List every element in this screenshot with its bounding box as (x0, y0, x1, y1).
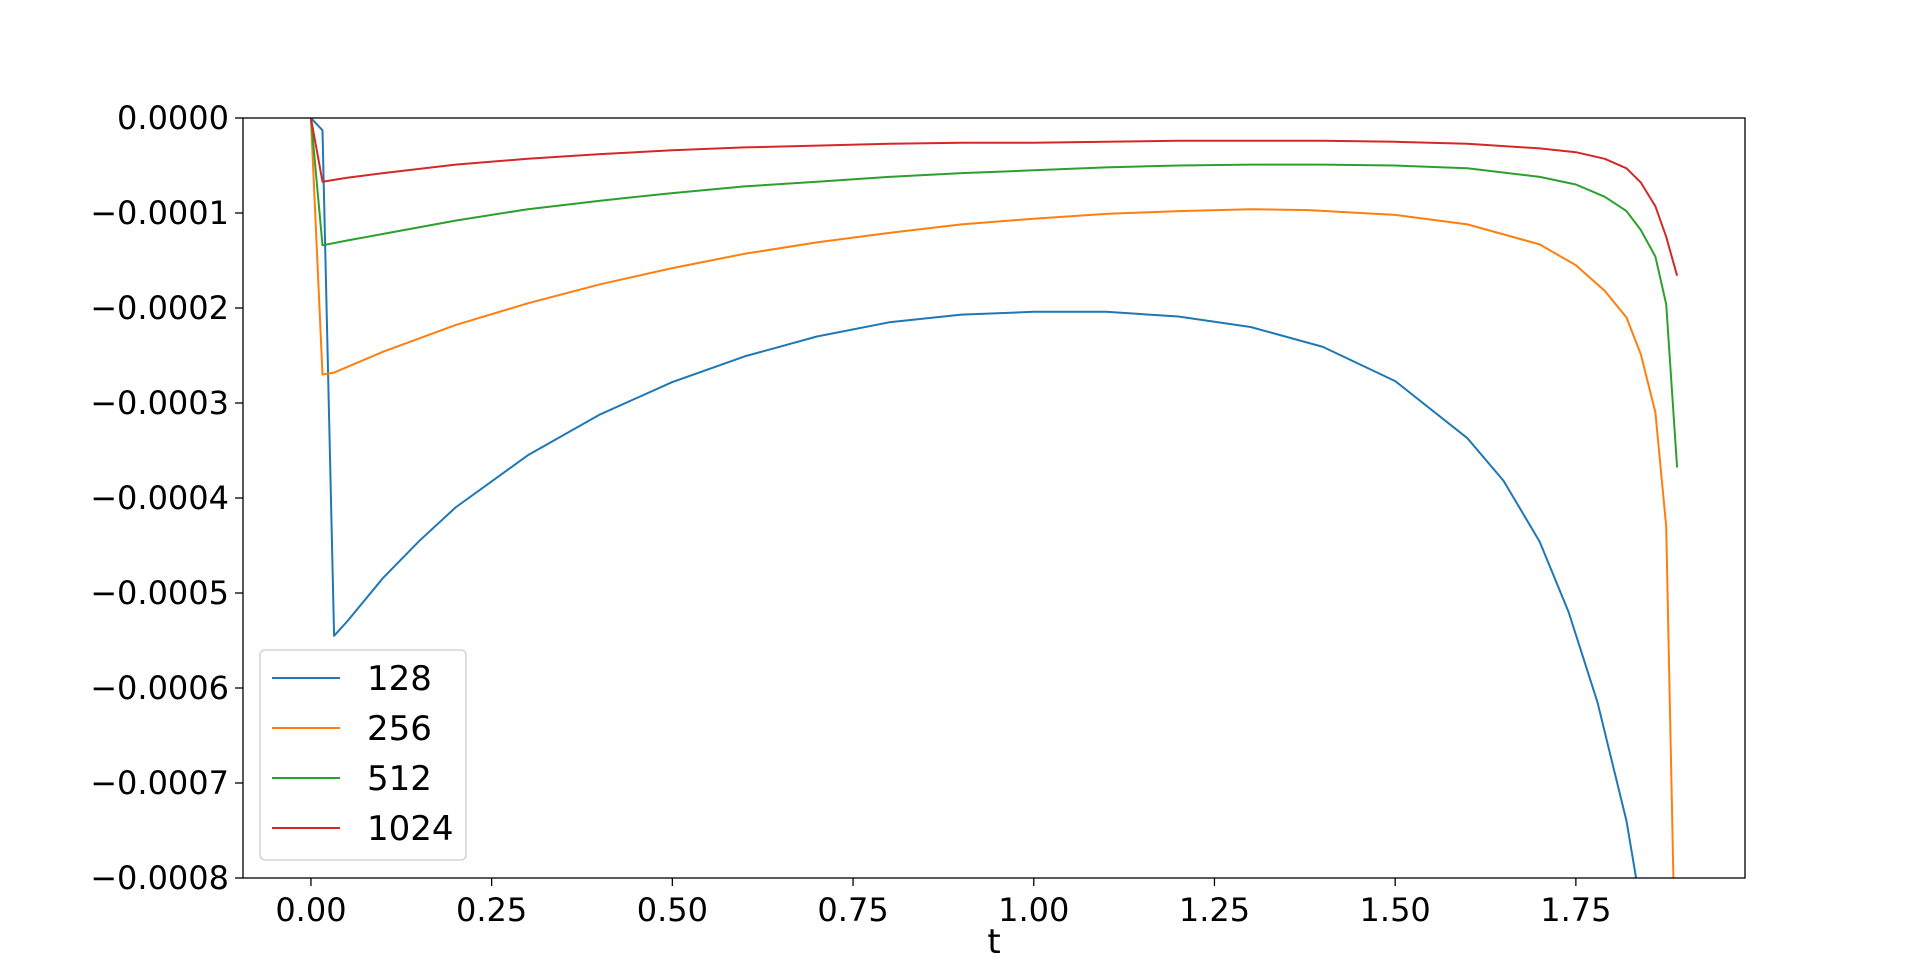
series-line-128 (310, 118, 1638, 878)
x-tick-label: 1.25 (1179, 891, 1250, 929)
y-tick-label: −0.0003 (90, 384, 229, 422)
y-tick-label: −0.0004 (90, 479, 229, 517)
legend-label-256: 256 (367, 709, 432, 749)
legend: 128 256 512 1024 (259, 649, 467, 861)
series-line-256 (309, 118, 1675, 878)
x-tick-label: 0.75 (817, 891, 888, 929)
x-tick-label: 1.50 (1360, 891, 1431, 929)
series-line-1024 (309, 118, 1679, 276)
legend-label-1024: 1024 (367, 809, 454, 849)
y-axis: 0.0000 −0.0001 −0.0002 −0.0003 −0.0004 −0.000… (90, 99, 243, 897)
legend-label-128: 128 (367, 659, 432, 699)
x-axis: 0.00 0.25 0.50 0.75 1.00 1.25 1.50 1.75 (275, 878, 1611, 929)
y-tick-label: −0.0002 (90, 289, 229, 327)
y-tick-label: 0.0000 (117, 99, 229, 137)
x-axis-label: t (987, 922, 1000, 962)
y-tick-label: −0.0006 (90, 669, 229, 707)
x-tick-label: 1.75 (1540, 891, 1611, 929)
x-tick-label: 0.25 (456, 891, 527, 929)
series-layer (309, 118, 1679, 878)
y-tick-label: −0.0005 (90, 574, 229, 612)
x-tick-label: 1.00 (998, 891, 1069, 929)
y-tick-label: −0.0007 (90, 764, 229, 802)
series-line-512 (309, 118, 1679, 468)
legend-box (259, 649, 467, 861)
x-tick-label: 0.00 (275, 891, 346, 929)
legend-label-512: 512 (367, 759, 432, 799)
y-tick-label: −0.0008 (90, 859, 229, 897)
x-tick-label: 0.50 (637, 891, 708, 929)
y-tick-label: −0.0001 (90, 194, 229, 232)
